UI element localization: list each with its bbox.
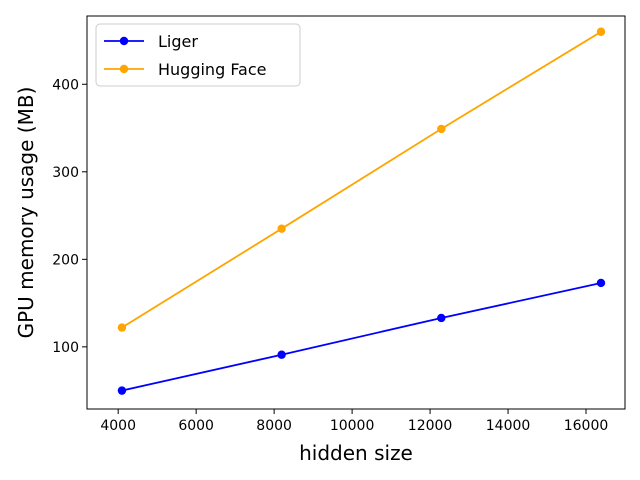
- x-tick-label: 8000: [256, 418, 292, 434]
- x-tick-label: 4000: [100, 418, 136, 434]
- x-tick-label: 16000: [564, 418, 609, 434]
- plot-area: [117, 27, 606, 395]
- data-point-hugging-face: [596, 27, 606, 36]
- y-tick-label: 300: [52, 165, 79, 181]
- y-tick-label: 100: [52, 340, 79, 356]
- series-line-liger: [121, 282, 602, 392]
- series-line-hugging-face: [121, 31, 602, 329]
- y-axis-title: GPU memory usage (MB): [14, 87, 38, 339]
- x-tick-label: 14000: [486, 418, 531, 434]
- x-axis-title: hidden size: [299, 441, 413, 465]
- x-tick-label: 6000: [178, 418, 214, 434]
- legend-box: [95, 23, 301, 87]
- data-point-hugging-face: [117, 323, 127, 332]
- x-tick-label: 12000: [408, 418, 453, 434]
- legend-label-liger: Liger: [158, 32, 198, 51]
- plot-frame: [86, 15, 626, 410]
- x-tick-label: 10000: [330, 418, 375, 434]
- legend-marker-hugging-face: [119, 64, 129, 74]
- data-point-liger: [277, 350, 286, 359]
- legend: Liger Hugging Face: [95, 23, 301, 87]
- y-tick-label: 200: [52, 252, 79, 268]
- data-point-liger: [437, 313, 446, 323]
- data-point-hugging-face: [277, 224, 286, 233]
- data-point-liger: [596, 278, 606, 288]
- y-axis: 100 200 300 400: [52, 77, 87, 356]
- y-tick-label: 400: [52, 77, 79, 93]
- data-point-liger: [117, 386, 127, 395]
- x-axis: 4000 6000 8000 10000 12000 14000 16000: [100, 409, 608, 434]
- data-point-hugging-face: [437, 124, 446, 134]
- legend-label-hugging-face: Hugging Face: [158, 60, 267, 79]
- legend-marker-liger: [119, 36, 129, 46]
